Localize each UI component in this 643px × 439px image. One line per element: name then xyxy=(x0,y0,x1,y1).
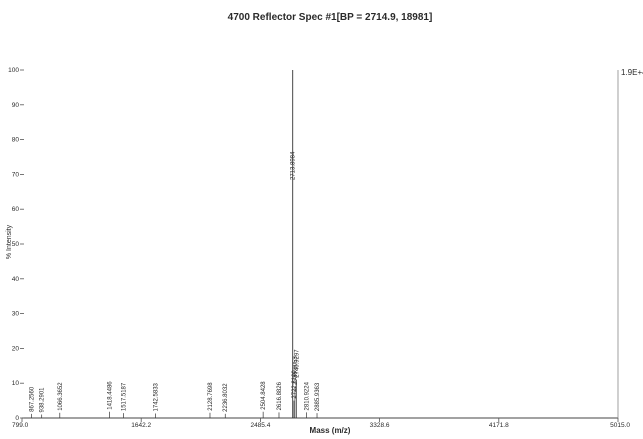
peak-label: 2810.9224 xyxy=(304,381,310,410)
y-tick-label: 60 xyxy=(12,206,20,213)
peak-label: 2236.8032 xyxy=(223,383,229,412)
y-tick-label: 70 xyxy=(12,171,20,178)
y-tick-label: 0 xyxy=(15,415,19,422)
peak-label: 1418.4486 xyxy=(108,381,114,410)
y-tick-label: 100 xyxy=(8,67,19,74)
y-axis-label: % Intensity xyxy=(6,224,13,259)
x-tick-label: 799.0 xyxy=(12,422,29,429)
max-intensity-label: 1.9E+4 xyxy=(621,68,643,77)
y-tick-label: 10 xyxy=(12,380,20,387)
peak-label: 2885.9363 xyxy=(315,382,321,411)
y-tick-label: 30 xyxy=(12,311,20,318)
peak-label: 938.2901 xyxy=(40,387,46,413)
peak-label: 2722.8100 xyxy=(292,370,298,399)
peak-label: 1517.5187 xyxy=(122,382,128,411)
y-tick-label: 50 xyxy=(12,241,20,248)
y-tick-label: 90 xyxy=(12,102,20,109)
chart-axes: 0 10 20 30 40 50 60 70 80 90 100 799.0 1642.2 2485.4 3… xyxy=(8,67,630,429)
x-tick-label: 2485.4 xyxy=(250,422,270,429)
spectrum-peaks: 867.2560 938.2901 1066.3652 1418.4486 1517.5… xyxy=(30,70,321,418)
peak-label: 1742.5833 xyxy=(153,382,159,411)
x-axis-label: Mass (m/z) xyxy=(310,426,351,435)
peak-label: 2740.9297 xyxy=(295,349,301,378)
y-tick-label: 40 xyxy=(12,276,20,283)
x-tick-label: 4171.8 xyxy=(489,422,509,429)
peak-label: 2713.8984 xyxy=(291,151,297,180)
peak-label: 2504.8428 xyxy=(261,381,267,410)
y-tick-label: 80 xyxy=(12,137,20,144)
x-tick-label: 3328.6 xyxy=(370,422,390,429)
peak-label: 2616.8826 xyxy=(277,381,283,410)
peak-label: 1066.3652 xyxy=(58,382,64,411)
x-tick-label: 5015.0 xyxy=(610,422,630,429)
x-tick-label: 1642.2 xyxy=(131,422,151,429)
peak-label: 2128.7698 xyxy=(208,382,214,411)
y-tick-label: 20 xyxy=(12,345,20,352)
chart-title: 4700 Reflector Spec #1[BP = 2714.9, 1898… xyxy=(228,12,433,23)
peak-label: 867.2560 xyxy=(30,386,36,412)
peak-label: 2729.8053 xyxy=(293,356,299,385)
